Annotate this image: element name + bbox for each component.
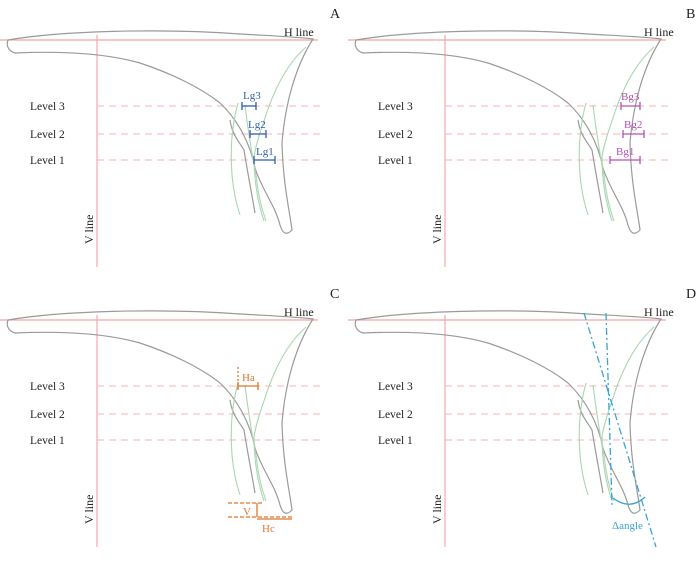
level-2-label: Level 2	[378, 409, 413, 421]
lg3-label: Lg3	[243, 90, 261, 102]
level-1-label: Level 1	[30, 435, 65, 447]
bg1-label: Bg1	[616, 146, 634, 158]
bg2-label: Bg2	[624, 119, 642, 131]
angle-measurement	[583, 312, 657, 548]
panel-b: B H line V line Level 3 Level 2 Level 1 …	[347, 7, 695, 268]
h-line-label: H line	[644, 305, 674, 319]
panel-letter-d: D	[686, 287, 696, 302]
level-2-label: Level 2	[378, 129, 413, 141]
panel-letter-c: C	[330, 287, 339, 302]
level-1-label: Level 1	[30, 155, 65, 167]
level-2-label: Level 2	[30, 409, 65, 421]
v-label: V	[243, 506, 251, 518]
lg1-label: Lg1	[256, 146, 274, 158]
h-line-label: H line	[284, 305, 314, 319]
level-2-label: Level 2	[30, 129, 65, 141]
level-3-label: Level 3	[378, 381, 413, 393]
delta-angle-label: Δangle	[612, 520, 643, 532]
bg-measurements	[609, 102, 645, 164]
h-line-label: H line	[644, 25, 674, 39]
lg2-label: Lg2	[248, 119, 266, 131]
c-measurements	[228, 367, 294, 520]
level-3-label: Level 3	[30, 101, 65, 113]
level-1-label: Level 1	[378, 435, 413, 447]
panel-letter-b: B	[686, 7, 695, 22]
bg3-label: Bg3	[621, 91, 640, 103]
v-line-label: V line	[82, 215, 96, 244]
level-3-label: Level 3	[30, 381, 65, 393]
level-1-label: Level 1	[378, 155, 413, 167]
hc-label: Hc	[262, 523, 275, 535]
ha-label: Ha	[242, 372, 255, 384]
v-line-label: V line	[430, 495, 444, 524]
level-3-label: Level 3	[378, 101, 413, 113]
panel-letter-a: A	[330, 7, 341, 22]
panel-a: A H line V line Level 3 Level 2 Level 1 …	[0, 7, 341, 268]
panel-d: D H line V line Level 3 Level 2 Level 1 …	[347, 287, 696, 548]
h-line-label: H line	[284, 25, 314, 39]
v-line-label: V line	[82, 495, 96, 524]
lg-measurements	[241, 102, 276, 164]
panel-c: C H line V line Level 3 Level 2 Level 1 …	[0, 287, 339, 548]
v-line-label: V line	[430, 215, 444, 244]
